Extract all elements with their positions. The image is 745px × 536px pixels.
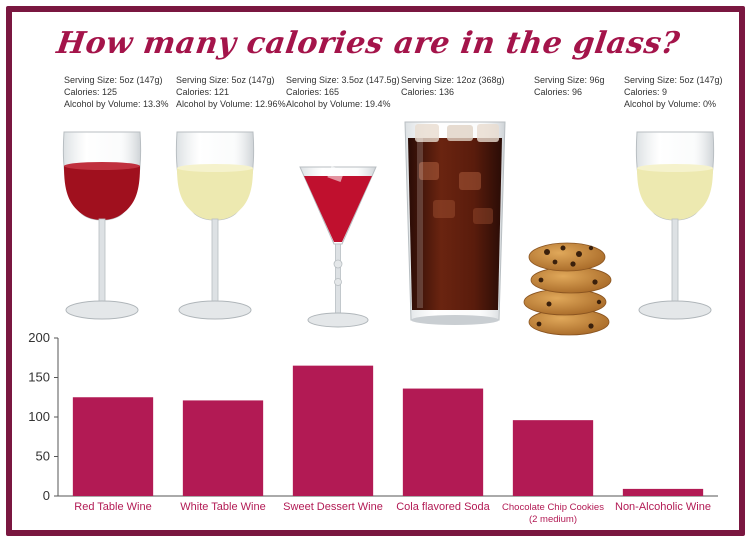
white-wine-glass-icon <box>175 131 255 320</box>
info-white-table-wine: Serving Size: 5oz (147g) Calories: 121 A… <box>176 74 291 110</box>
y-tick-label: 0 <box>43 488 50 503</box>
info-line: Serving Size: 5oz (147g) <box>624 75 723 85</box>
non-alcoholic-wine-glass-icon <box>635 131 715 320</box>
bar-non-alcoholic-wine <box>622 488 704 496</box>
red-wine-glass-icon <box>62 131 142 320</box>
x-category-label: Sweet Dessert Wine <box>283 501 383 513</box>
info-line: Calories: 96 <box>534 87 583 97</box>
x-category-label: Red Table Wine <box>74 501 151 513</box>
bar-white-table-wine <box>182 400 264 496</box>
bar-chocolate-chip-cookies <box>512 420 594 496</box>
cookie-stack-icon <box>523 242 612 336</box>
info-sweet-dessert-wine: Serving Size: 3.5oz (147.5g) Calories: 1… <box>286 74 401 110</box>
y-tick-label: 200 <box>28 330 50 345</box>
info-line: Calories: 136 <box>401 87 455 97</box>
info-line: Calories: 165 <box>286 87 340 97</box>
bar-cola-flavored-soda <box>402 388 484 496</box>
infographic-frame: How many calories are in the glass? Serv… <box>6 6 745 536</box>
bar-red-table-wine <box>72 397 154 496</box>
info-line: Serving Size: 5oz (147g) <box>176 75 275 85</box>
info-cola-soda: Serving Size: 12oz (368g) Calories: 136 <box>401 74 516 98</box>
y-tick-label: 150 <box>28 370 50 385</box>
info-red-table-wine: Serving Size: 5oz (147g) Calories: 125 A… <box>64 74 179 110</box>
info-line: Serving Size: 96g <box>534 75 605 85</box>
info-line: Serving Size: 3.5oz (147.5g) <box>286 75 400 85</box>
info-line: Serving Size: 12oz (368g) <box>401 75 505 85</box>
info-chocolate-chip-cookies: Serving Size: 96g Calories: 96 <box>534 74 649 98</box>
calorie-chart: 0 50 100 150 200 Red Table Wine White Table W… <box>28 121 718 525</box>
info-line: Alcohol by Volume: 12.96% <box>176 99 286 109</box>
info-line: Alcohol by Volume: 13.3% <box>64 99 169 109</box>
info-line: Serving Size: 5oz (147g) <box>64 75 163 85</box>
info-non-alcoholic-wine: Serving Size: 5oz (147g) Calories: 9 Alc… <box>624 74 739 110</box>
x-category-label: White Table Wine <box>180 501 265 513</box>
info-line: Alcohol by Volume: 0% <box>624 99 717 109</box>
x-category-label: Chocolate Chip Cookies <box>502 502 604 513</box>
x-category-sublabel: (2 medium) <box>529 514 577 525</box>
info-line: Calories: 125 <box>64 87 118 97</box>
y-tick-label: 50 <box>36 449 50 464</box>
info-line: Calories: 9 <box>624 87 668 97</box>
bar-sweet-dessert-wine <box>292 365 374 496</box>
info-line: Alcohol by Volume: 19.4% <box>286 99 391 109</box>
x-category-label: Non-Alcoholic Wine <box>615 501 711 513</box>
y-tick-label: 100 <box>28 409 50 424</box>
dessert-wine-glass-icon <box>299 165 377 328</box>
cola-glass-icon <box>404 121 506 325</box>
x-category-label: Cola flavored Soda <box>396 501 490 513</box>
info-line: Calories: 121 <box>176 87 230 97</box>
